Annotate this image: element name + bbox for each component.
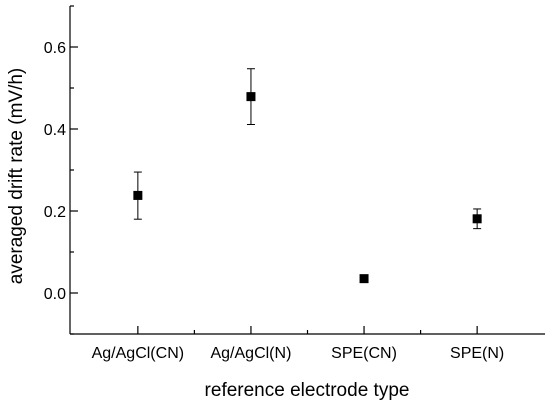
data-point: [133, 190, 143, 200]
y-tick-label: 0.2: [44, 204, 66, 221]
x-axis-label: reference electrode type: [205, 380, 410, 401]
y-axis-label: averaged drift rate (mV/h): [6, 68, 27, 284]
data-point: [359, 274, 369, 284]
y-tick-label: 0.6: [44, 40, 66, 57]
axes: [69, 6, 545, 335]
error-bars: [133, 68, 482, 230]
x-tick-label: SPE(N): [450, 345, 504, 362]
data-points: [133, 92, 482, 284]
x-tick-label: SPE(CN): [331, 345, 397, 362]
y-tick-label: 0.4: [44, 122, 66, 139]
x-tick-label: Ag/AgCl(CN): [92, 345, 184, 362]
data-point: [472, 214, 482, 224]
x-tick-label: Ag/AgCl(N): [210, 345, 291, 362]
x-axis-ticks: Ag/AgCl(CN) Ag/AgCl(N) SPE(CN) SPE(N): [92, 326, 504, 362]
y-tick-label: 0.0: [44, 286, 66, 303]
data-point: [246, 92, 256, 102]
y-axis-ticks: 0.0 0.2 0.4 0.6: [44, 5, 78, 335]
